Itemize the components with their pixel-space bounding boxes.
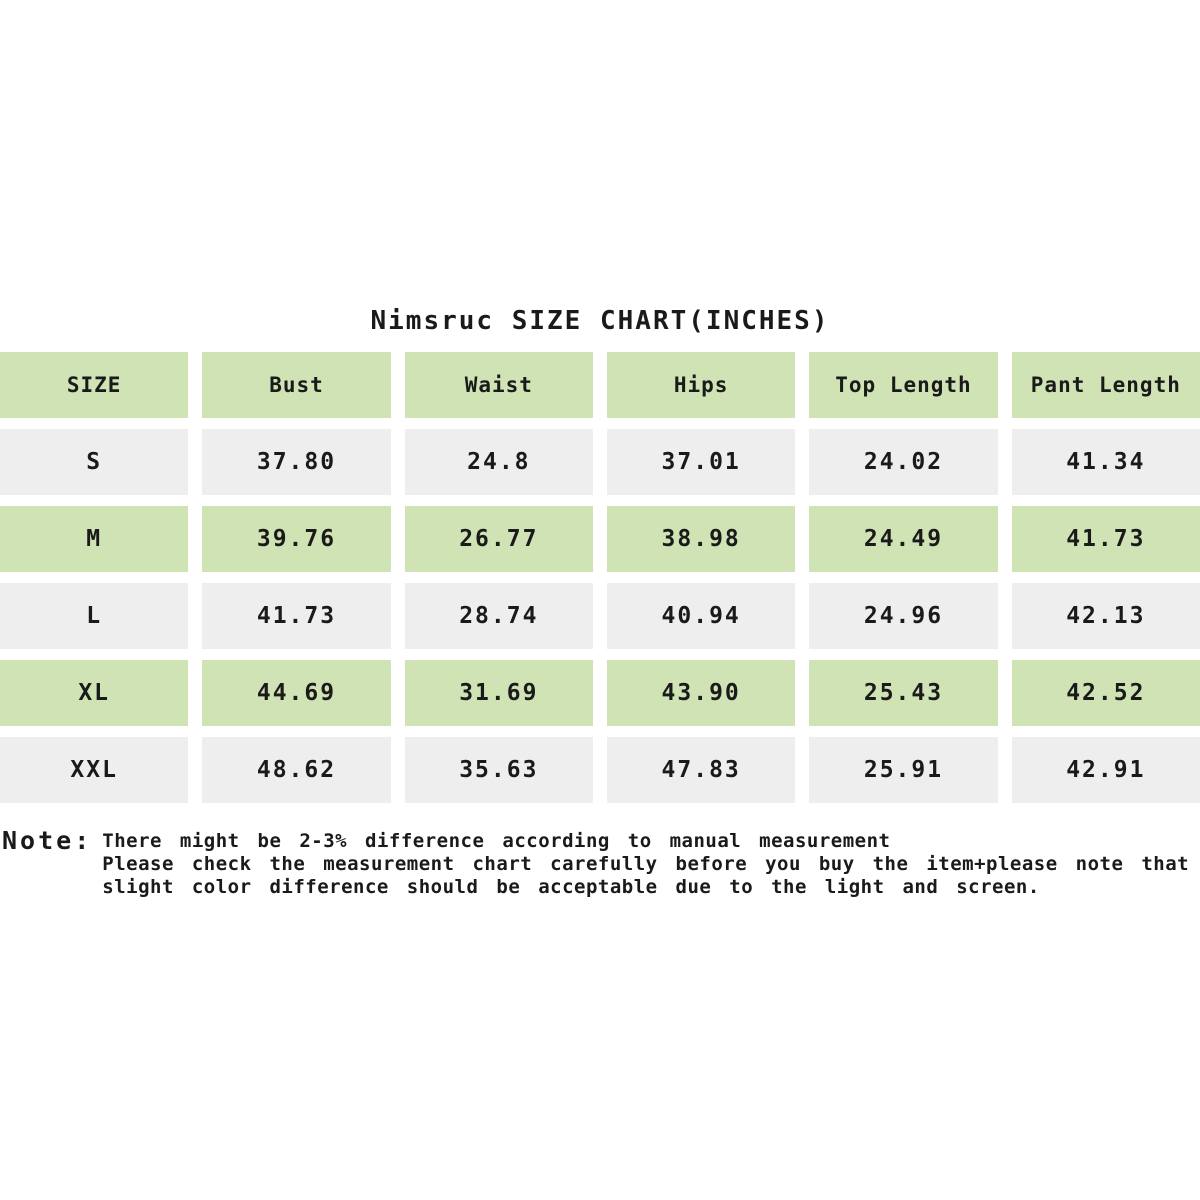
value-cell: 38.98	[606, 506, 796, 572]
size-cell: XXL	[0, 737, 189, 803]
value-cell: 37.01	[606, 429, 796, 495]
header-cell: SIZE	[0, 352, 189, 418]
header-cell: Top Length	[809, 352, 998, 418]
value-cell: 35.63	[404, 737, 593, 803]
header-cell: Pant Length	[1011, 352, 1200, 418]
page-title: Nimsruc SIZE CHART(INCHES)	[370, 306, 830, 336]
note-line: Please check the measurement chart caref…	[102, 853, 1190, 875]
note-label: Note:	[2, 826, 93, 855]
value-cell: 37.80	[202, 429, 391, 495]
value-cell: 41.73	[1011, 506, 1200, 572]
value-cell: 48.62	[202, 737, 391, 803]
value-cell: 39.76	[202, 506, 391, 572]
value-cell: 44.69	[202, 660, 391, 726]
note-line: slight color difference should be accept…	[102, 876, 1040, 898]
note-lines: There might be 2-3% difference according…	[102, 826, 1189, 899]
size-cell: M	[0, 506, 189, 572]
value-cell: 47.83	[606, 737, 796, 803]
value-cell: 24.49	[809, 506, 998, 572]
size-cell: S	[0, 429, 189, 495]
value-cell: 42.13	[1011, 583, 1200, 649]
header-cell: Bust	[202, 352, 391, 418]
value-cell: 41.34	[1011, 429, 1200, 495]
header-cell: Hips	[606, 352, 796, 418]
value-cell: 24.8	[404, 429, 593, 495]
value-cell: 24.96	[809, 583, 998, 649]
size-cell: XL	[0, 660, 189, 726]
value-cell: 25.91	[809, 737, 998, 803]
size-chart-table: SIZE Bust Waist Hips Top Length Pant Length S 3…	[0, 352, 1200, 803]
note-line: There might be 2-3% difference according…	[102, 830, 891, 852]
size-cell: L	[0, 583, 189, 649]
value-cell: 31.69	[404, 660, 593, 726]
value-cell: 26.77	[404, 506, 593, 572]
value-cell: 41.73	[202, 583, 391, 649]
notes-section: Note: There might be 2-3% difference acc…	[2, 826, 1189, 899]
value-cell: 25.43	[809, 660, 998, 726]
value-cell: 24.02	[809, 429, 998, 495]
value-cell: 42.52	[1011, 660, 1200, 726]
header-cell: Waist	[404, 352, 593, 418]
value-cell: 43.90	[606, 660, 796, 726]
value-cell: 42.91	[1011, 737, 1200, 803]
value-cell: 28.74	[404, 583, 593, 649]
value-cell: 40.94	[606, 583, 796, 649]
